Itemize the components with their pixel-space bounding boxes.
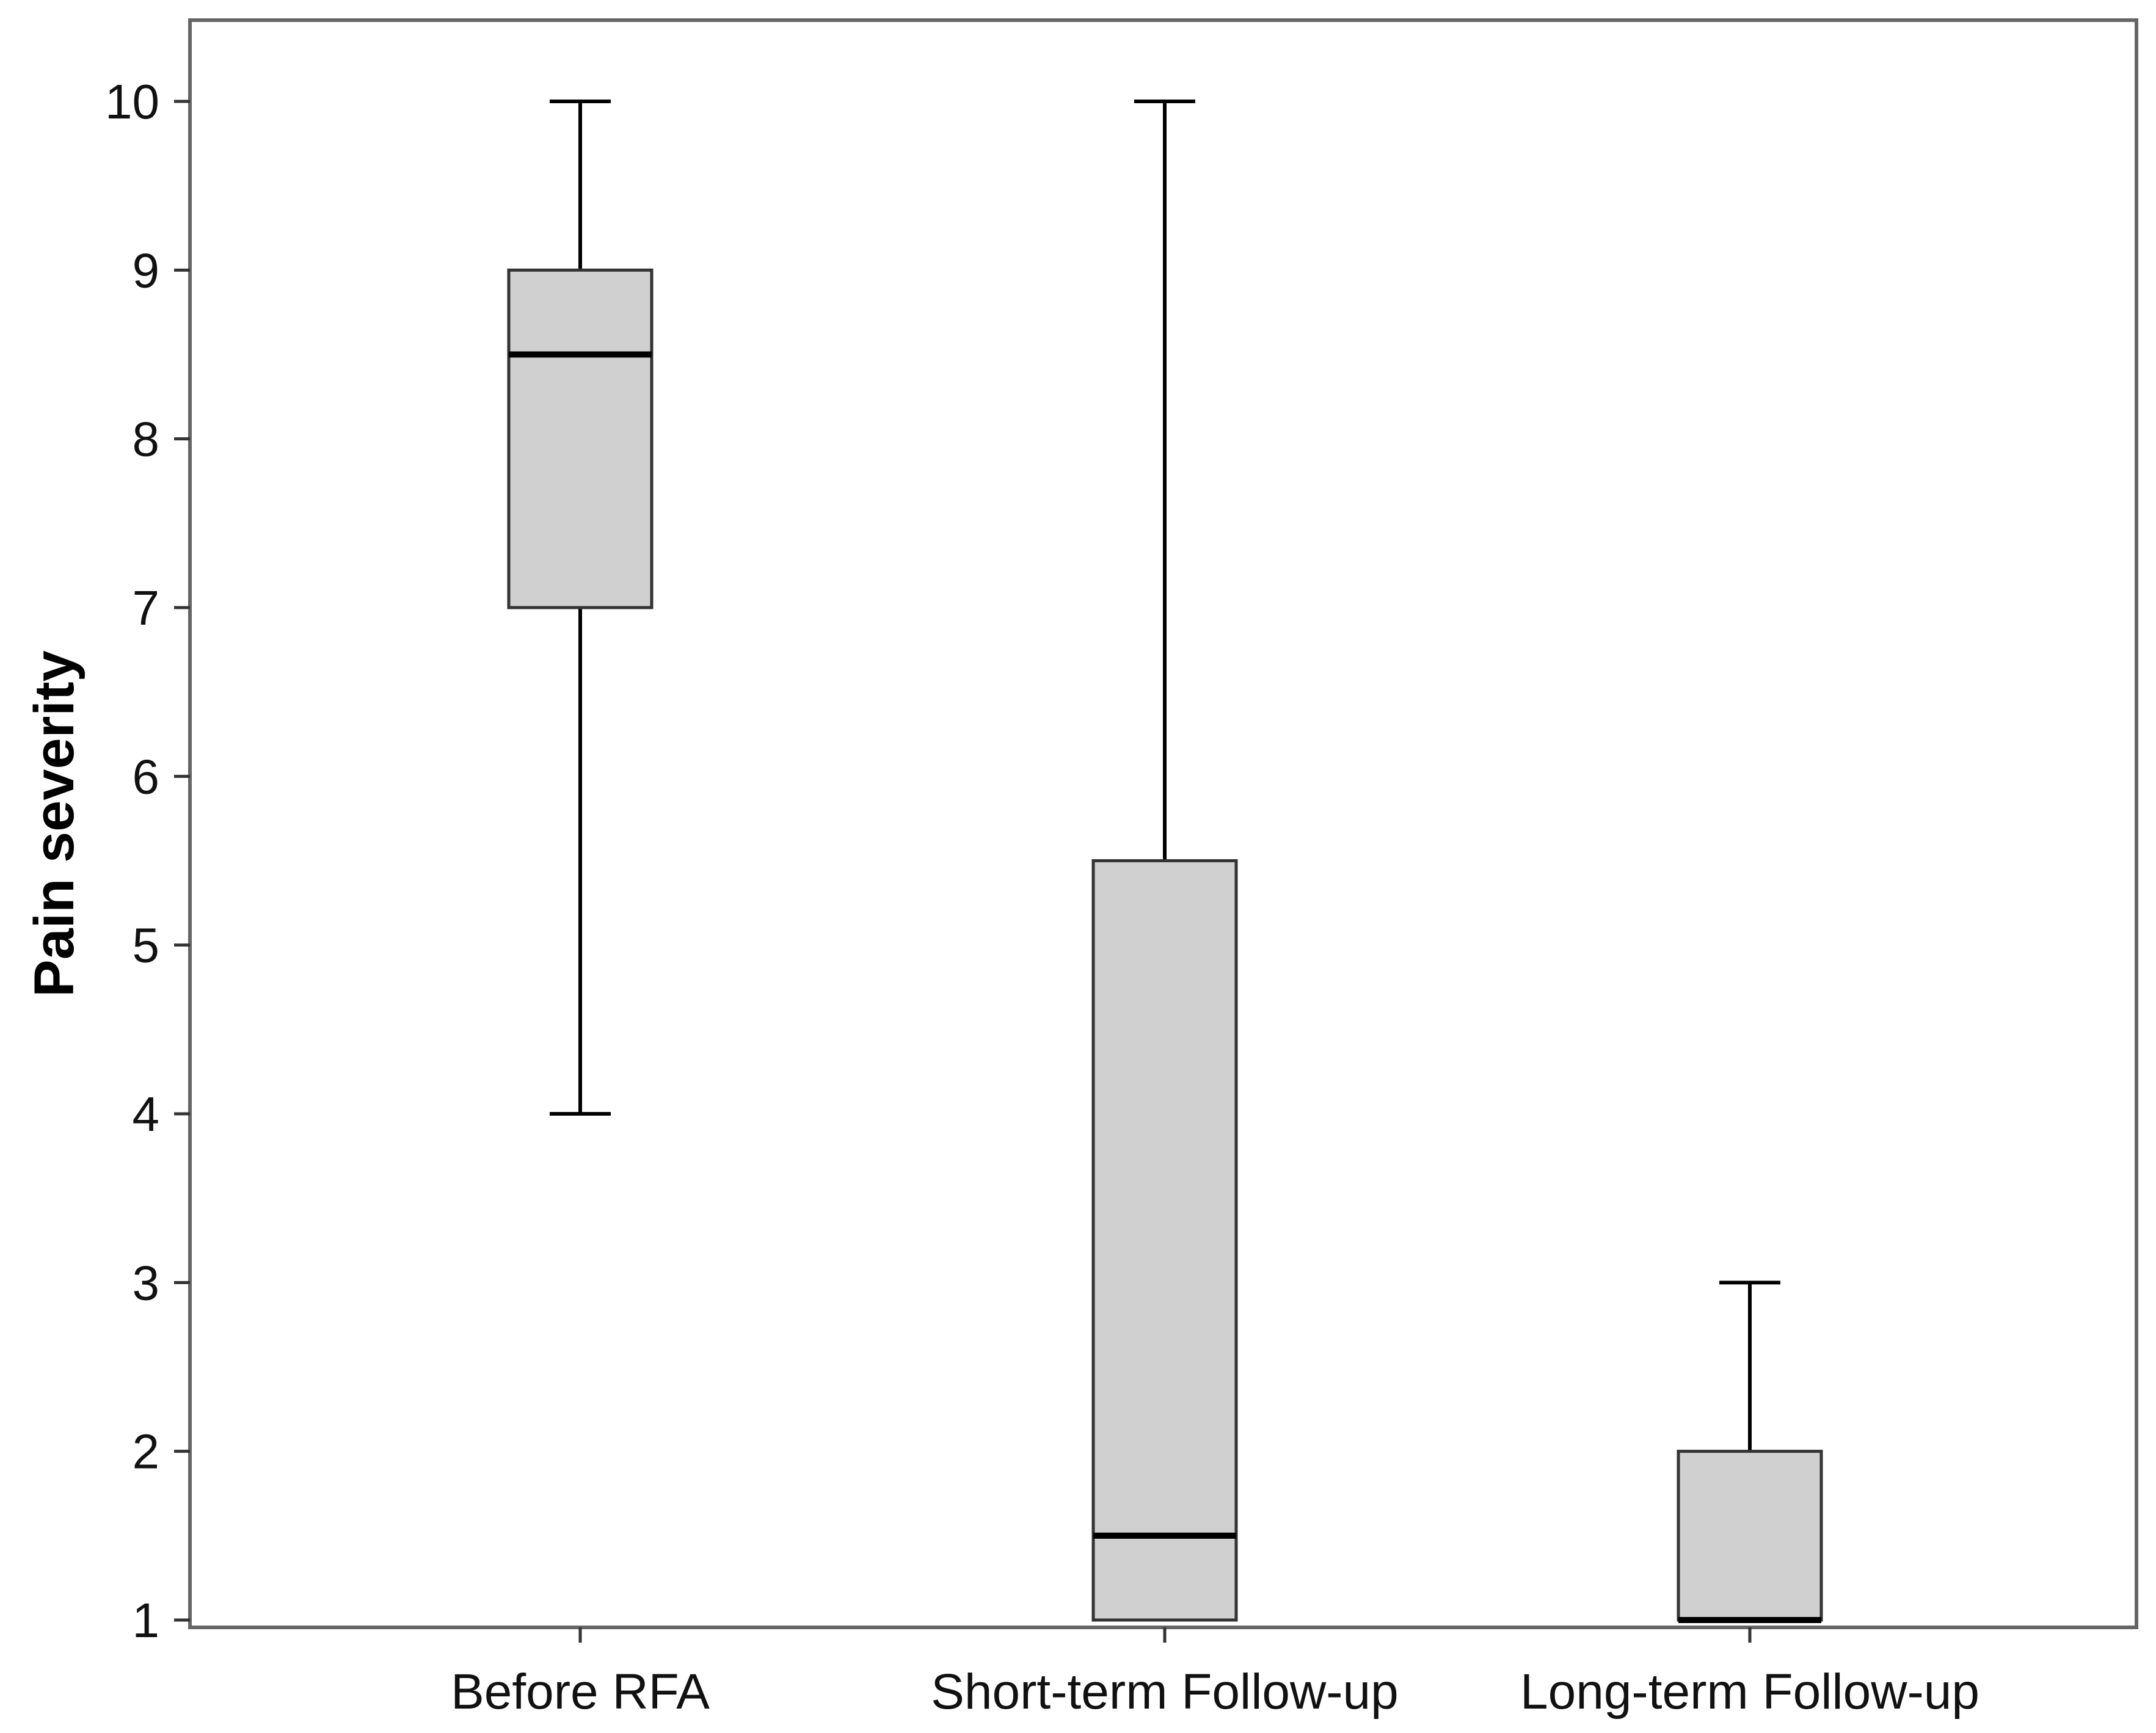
y-tick-label: 5 bbox=[133, 918, 160, 973]
interquartile-box bbox=[507, 268, 654, 609]
y-axis-title: Pain severity bbox=[23, 650, 86, 997]
y-tick-label: 7 bbox=[133, 581, 160, 635]
box-series-2 bbox=[1091, 100, 1238, 1622]
interquartile-box bbox=[1091, 859, 1238, 1622]
y-axis: 1 2 3 4 5 6 7 8 9 10 bbox=[105, 74, 190, 1648]
x-category-label: Long-term Follow-up bbox=[1520, 1664, 1979, 1720]
box-series-1 bbox=[507, 100, 654, 1116]
y-tick-label: 1 bbox=[133, 1593, 160, 1648]
y-tick-label: 3 bbox=[133, 1255, 160, 1310]
x-axis: Before RFA Short-term Follow-up Long-term … bbox=[451, 1627, 1979, 1720]
box-series-3 bbox=[1677, 1281, 1823, 1623]
x-category-label: Short-term Follow-up bbox=[931, 1664, 1399, 1720]
x-category-label: Before RFA bbox=[451, 1664, 710, 1720]
y-tick-label: 4 bbox=[133, 1087, 160, 1141]
y-tick-label: 8 bbox=[133, 412, 160, 467]
boxes-group bbox=[507, 100, 1823, 1623]
y-tick-label: 6 bbox=[133, 749, 160, 804]
y-tick-label: 10 bbox=[105, 74, 159, 129]
interquartile-box bbox=[1677, 1450, 1823, 1622]
y-tick-label: 9 bbox=[133, 243, 160, 297]
y-tick-label: 2 bbox=[133, 1425, 160, 1479]
